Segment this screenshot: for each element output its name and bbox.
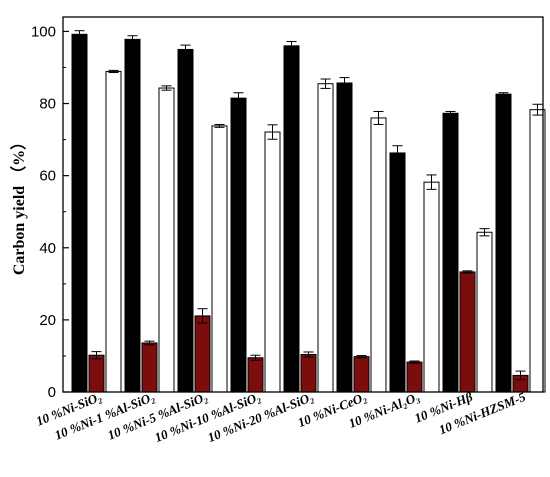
y-tick-label: 0 <box>48 384 56 401</box>
series-1-bar <box>389 152 406 393</box>
series-1-bar <box>336 82 353 393</box>
y-tick-label: 100 <box>31 23 56 40</box>
series-2-bar <box>194 315 211 393</box>
y-axis-title: Carbon yield （%） <box>10 134 28 275</box>
series-3-bar <box>370 117 387 393</box>
series-3-bar <box>476 231 493 393</box>
y-axis: 0 20 40 60 80 100 <box>31 23 69 401</box>
series-3-bar <box>158 87 175 393</box>
series-1-bar <box>71 33 88 393</box>
series-2-bar <box>353 356 370 393</box>
series-1-bar <box>177 48 194 393</box>
series-1-bar <box>230 97 247 393</box>
series-2-bar <box>88 354 105 393</box>
series-2-bar <box>247 357 264 393</box>
series-3-bar <box>105 70 122 393</box>
series-3-bar <box>317 83 334 393</box>
error-bar-group <box>74 30 543 381</box>
series-2-bar <box>300 354 317 393</box>
series-1-bar <box>124 38 141 393</box>
series-3-bar <box>423 181 440 393</box>
y-tick-label: 80 <box>39 96 56 113</box>
y-tick-label: 60 <box>39 168 56 185</box>
bar-group <box>71 33 546 393</box>
series-1-bar <box>495 93 512 393</box>
y-tick-label: 20 <box>39 312 56 329</box>
plot-frame <box>62 16 544 393</box>
series-1-bar <box>442 112 459 393</box>
y-tick-label: 40 <box>39 240 56 257</box>
series-1-bar <box>283 45 300 393</box>
series-2-bar <box>459 271 476 393</box>
series-2-bar <box>406 361 423 393</box>
series-2-bar <box>141 342 158 393</box>
series-3-bar <box>264 131 281 393</box>
series-3-bar <box>211 125 228 393</box>
